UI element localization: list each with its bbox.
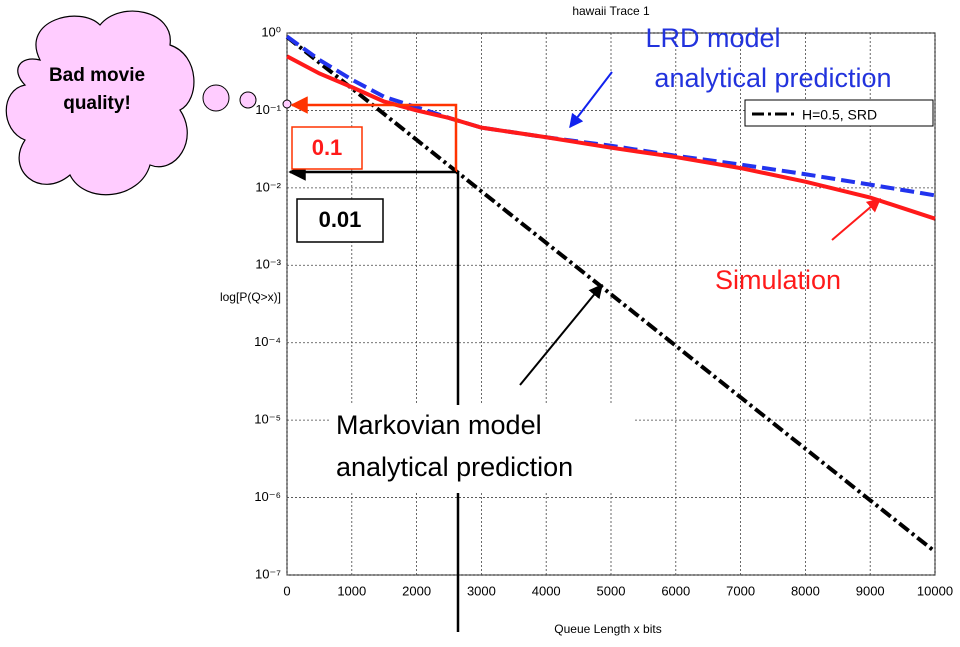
annotation: LRD model (645, 23, 780, 53)
chart-title: hawaii Trace 1 (572, 4, 650, 18)
x-tick-label: 6000 (661, 583, 690, 598)
arrow (569, 71, 613, 129)
annotation: quality! (63, 93, 131, 114)
x-tick-label: 1000 (337, 583, 366, 598)
x-tick-label: 2000 (402, 583, 431, 598)
x-tick-label: 4000 (532, 583, 561, 598)
y-tick-label: 10⁰ (261, 24, 281, 39)
y-tick-label: 10⁻³ (255, 257, 281, 272)
x-tick-label: 10000 (917, 583, 953, 598)
x-tick-label: 5000 (597, 583, 626, 598)
thought-cloud (5, 10, 195, 196)
y-tick-label: 10⁻² (255, 179, 281, 194)
series-line (285, 35, 937, 554)
annotation: Bad movie (49, 65, 145, 86)
y-tick-label: 10⁻⁴ (254, 334, 281, 349)
x-axis-label: Queue Length x bits (554, 622, 661, 636)
annotation: analytical prediction (336, 452, 573, 482)
thought-bubble (202, 84, 230, 112)
y-tick-label: 10⁻⁵ (254, 412, 281, 427)
legend-label: H=0.5, SRD (802, 107, 877, 123)
annotation: 0.01 (319, 207, 362, 232)
y-tick-label: 10⁻¹ (255, 102, 281, 117)
x-tick-label: 0 (283, 583, 290, 598)
y-tick-label: 10⁻⁷ (255, 566, 281, 581)
y-axis-label: log[P(Q>x)] (220, 290, 281, 304)
thought-bubble (239, 91, 257, 109)
guide-arrow (290, 96, 458, 172)
annotation: analytical prediction (654, 63, 891, 93)
annotation: Simulation (715, 265, 841, 295)
thought-bubble (282, 99, 292, 109)
x-tick-label: 3000 (467, 583, 496, 598)
annotation-background (330, 405, 635, 493)
label-box (296, 198, 384, 243)
x-tick-label: 8000 (791, 583, 820, 598)
label-box (291, 126, 363, 170)
x-tick-label: 7000 (726, 583, 755, 598)
y-tick-label: 10⁻⁶ (254, 489, 281, 504)
arrow (831, 198, 882, 241)
arrow (519, 283, 603, 386)
annotation: Markovian model (336, 410, 542, 440)
x-tick-label: 9000 (856, 583, 885, 598)
annotation: 0.1 (312, 135, 343, 160)
series-line (286, 54, 936, 221)
